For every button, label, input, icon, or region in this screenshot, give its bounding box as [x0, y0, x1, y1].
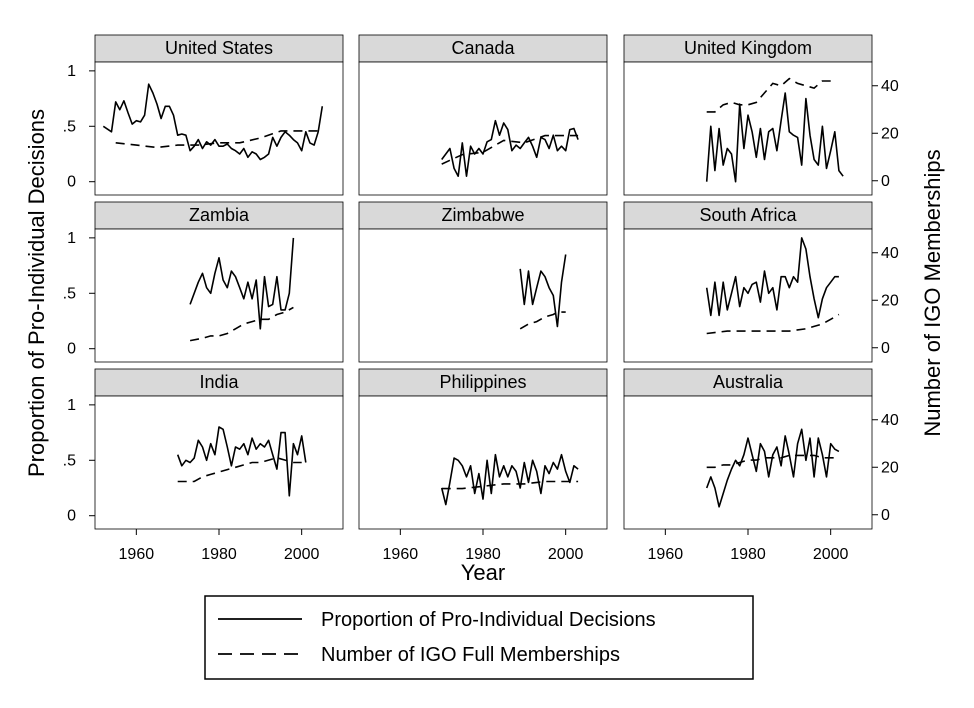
panel-strip-philippines	[358, 368, 608, 397]
panel-philippines: Philippines 1960 1980 2000	[358, 368, 608, 563]
panel-strip-india	[94, 368, 344, 397]
panel-strip-united-states	[94, 34, 344, 63]
panel-title-united-states: United States	[165, 38, 273, 58]
right-y-tick-label: 40	[881, 245, 899, 262]
right-y-tick-label: 0	[881, 507, 890, 524]
left-y-tick-label: .5	[63, 285, 76, 302]
series-line-proportion-zimbabwe	[519, 254, 567, 328]
series-line-proportion-united-kingdom	[705, 92, 844, 183]
panel-united-kingdom: United Kingdom 0 20 40	[623, 34, 899, 196]
right-y-tick-label: 20	[881, 459, 899, 476]
series-line-igo-philippines	[441, 480, 579, 490]
panel-plot-area-australia	[623, 395, 873, 530]
series-line-igo-united-kingdom	[706, 77, 831, 113]
panel-canada: Canada	[358, 34, 608, 196]
panel-title-philippines: Philippines	[439, 372, 526, 392]
series-line-igo-zambia	[189, 306, 294, 342]
panel-united-states: United States 0 .5 1	[63, 34, 344, 196]
series-line-igo-south-africa	[706, 313, 840, 335]
panel-title-australia: Australia	[713, 372, 784, 392]
x-tick-label: 1960	[119, 546, 155, 563]
series-line-igo-india	[177, 456, 302, 483]
panel-plot-area-united-states	[94, 61, 344, 196]
panel-title-zambia: Zambia	[189, 205, 250, 225]
right-y-axis-title: Number of IGO Memberships	[920, 149, 945, 436]
series-line-proportion-canada	[441, 119, 579, 177]
right-y-tick-label: 20	[881, 292, 899, 309]
panel-strip-zimbabwe	[358, 201, 608, 230]
x-tick-label: 1980	[201, 546, 237, 563]
series-line-proportion-philippines	[440, 453, 579, 506]
right-y-tick-label: 0	[881, 173, 890, 190]
left-y-tick-label: 0	[67, 174, 76, 191]
x-axis-title: Year	[461, 560, 505, 585]
left-y-tick-label: 0	[67, 341, 76, 358]
series-line-proportion-india	[176, 426, 307, 497]
panel-strip-zambia	[94, 201, 344, 230]
left-y-tick-label: 0	[67, 508, 76, 525]
panel-title-united-kingdom: United Kingdom	[684, 38, 812, 58]
panel-title-india: India	[199, 372, 239, 392]
panel-zimbabwe: Zimbabwe	[358, 201, 608, 363]
panel-strip-australia	[623, 368, 873, 397]
legend-label-igo: Number of IGO Full Memberships	[321, 644, 620, 666]
panel-plot-area-zimbabwe	[358, 228, 608, 363]
left-y-axis-title: Proportion of Pro-Individual Decisions	[24, 109, 49, 477]
series-line-proportion-south-africa	[705, 237, 839, 319]
panel-title-canada: Canada	[451, 38, 515, 58]
x-tick-label: 1960	[383, 546, 419, 563]
panel-title-zimbabwe: Zimbabwe	[441, 205, 524, 225]
panel-plot-area-canada	[358, 61, 608, 196]
x-tick-label: 1980	[730, 546, 766, 563]
legend-box	[204, 595, 754, 680]
legend-label-proportion: Proportion of Pro-Individual Decisions	[321, 609, 656, 631]
right-y-tick-label: 40	[881, 78, 899, 95]
panel-south-africa: South Africa 0 20 40	[623, 201, 899, 363]
left-y-tick-label: 1	[67, 230, 76, 247]
series-line-proportion-australia	[705, 428, 840, 508]
series-line-igo-united-states	[115, 130, 323, 149]
panel-plot-area-philippines	[358, 395, 608, 530]
x-tick-label: 2000	[813, 546, 849, 563]
series-line-proportion-united-states	[102, 83, 324, 161]
left-y-tick-label: 1	[67, 397, 76, 414]
panels-layer: United States 0 .5 1 Canada United Kingdom 0 20…	[63, 34, 899, 563]
x-tick-label: 1980	[465, 546, 501, 563]
right-y-tick-label: 0	[881, 340, 890, 357]
panel-india: India 0 .5 1 1960 1980 2000	[63, 368, 344, 563]
series-line-igo-australia	[706, 454, 839, 469]
x-tick-label: 1960	[648, 546, 684, 563]
left-y-tick-label: 1	[67, 63, 76, 80]
x-tick-label: 2000	[548, 546, 584, 563]
right-y-tick-label: 20	[881, 125, 899, 142]
left-y-tick-label: .5	[63, 452, 76, 469]
panel-title-south-africa: South Africa	[699, 205, 797, 225]
panel-plot-area-united-kingdom	[623, 61, 873, 196]
series-line-igo-canada	[441, 134, 579, 165]
panel-plot-area-south-africa	[623, 228, 873, 363]
right-y-tick-label: 40	[881, 412, 899, 429]
legend: Proportion of Pro-Individual Decisions N…	[204, 595, 754, 680]
panel-zambia: Zambia 0 .5 1	[63, 201, 344, 363]
panel-australia: Australia 0 20 40 1960 1980 2000	[623, 368, 899, 563]
panel-plot-area-zambia	[94, 228, 344, 363]
x-tick-label: 2000	[284, 546, 320, 563]
panel-strip-south-africa	[623, 201, 873, 230]
panel-strip-canada	[358, 34, 608, 63]
series-line-proportion-zambia	[189, 237, 295, 330]
left-y-tick-label: .5	[63, 118, 76, 135]
